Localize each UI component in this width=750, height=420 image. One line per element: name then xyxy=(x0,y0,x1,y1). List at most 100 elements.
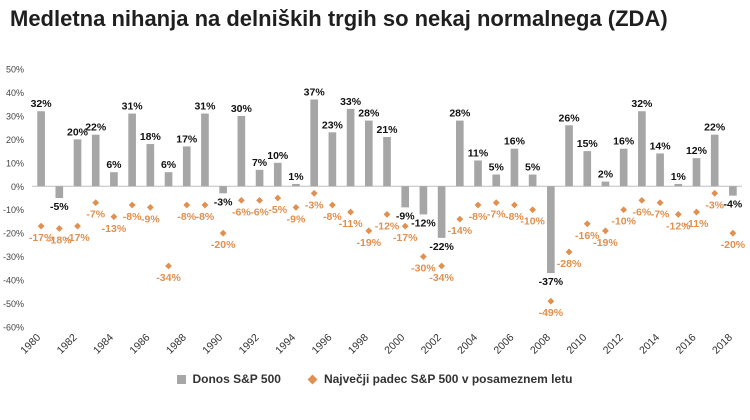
bar-1992 xyxy=(255,169,264,187)
point-label-1995: -3% xyxy=(305,199,324,211)
bar-label-2004: 11% xyxy=(468,147,489,159)
x-tick-label: 1980 xyxy=(18,332,43,357)
x-tick-label: 1986 xyxy=(127,332,152,357)
bar-1982 xyxy=(73,139,82,187)
point-label-2016: -11% xyxy=(685,218,710,230)
drawdown-point-2017 xyxy=(711,189,719,197)
y-tick-label: -40% xyxy=(3,276,24,286)
point-label-2012: -10% xyxy=(611,216,636,228)
bar-2001 xyxy=(419,186,428,215)
point-label-2009: -28% xyxy=(557,258,582,270)
drawdown-point-2006 xyxy=(511,201,518,209)
bar-label-1992: 7% xyxy=(252,157,268,169)
bar-label-2007: 5% xyxy=(525,162,541,174)
bar-label-2016: 12% xyxy=(686,145,708,157)
drawdown-point-2000 xyxy=(401,222,409,230)
bar-label-1980: 32% xyxy=(31,98,53,110)
x-tick-label: 1998 xyxy=(346,332,371,357)
bar-1987 xyxy=(164,172,173,187)
drawdown-point-1982 xyxy=(74,222,81,230)
drawdown-point-2004 xyxy=(474,201,482,209)
drawdown-point-2002 xyxy=(438,262,446,270)
legend-swatch-bar xyxy=(177,374,187,384)
bar-label-2001: -12% xyxy=(411,217,436,229)
bar-label-2013: 32% xyxy=(631,98,653,110)
bar-1996 xyxy=(328,132,337,187)
y-tick-label: 10% xyxy=(6,158,24,168)
bar-2005 xyxy=(492,174,501,187)
point-label-1982: -17% xyxy=(65,232,90,244)
y-tick-label: -60% xyxy=(3,323,24,333)
point-label-1992: -6% xyxy=(250,206,269,218)
point-label-2010: -16% xyxy=(575,230,600,242)
bar-2008 xyxy=(547,186,555,274)
y-tick-label: 30% xyxy=(6,111,24,121)
bar-label-1998: 28% xyxy=(358,108,380,120)
bar-label-1993: 10% xyxy=(267,150,289,162)
point-label-1994: -9% xyxy=(287,213,306,225)
bar-2017 xyxy=(710,134,719,187)
bar-label-2012: 16% xyxy=(613,136,635,148)
bar-1989 xyxy=(201,113,209,187)
bar-2016 xyxy=(692,158,701,187)
bar-label-1982: 20% xyxy=(67,126,89,138)
y-tick-label: -10% xyxy=(3,205,24,215)
bar-2006 xyxy=(510,148,519,187)
bar-1990 xyxy=(219,186,227,194)
chart-title: Medletna nihanja na delniških trgih so n… xyxy=(10,6,668,31)
y-tick-label: -20% xyxy=(3,229,24,239)
bar-label-2006: 16% xyxy=(504,136,526,148)
point-label-2015: -12% xyxy=(666,220,691,232)
y-tick-label: 50% xyxy=(6,65,24,75)
point-label-1999: -12% xyxy=(375,220,400,232)
drawdown-point-2015 xyxy=(674,211,682,218)
drawdown-point-1986 xyxy=(146,203,154,211)
point-label-2002: -34% xyxy=(429,272,454,284)
drawdown-point-2011 xyxy=(602,227,609,235)
point-label-1986: -9% xyxy=(141,213,160,225)
x-tick-label: 2006 xyxy=(492,332,517,357)
bar-label-2017: 22% xyxy=(704,122,726,134)
bar-2000 xyxy=(401,186,410,208)
bar-label-1984: 6% xyxy=(106,159,122,171)
drawdown-point-2003 xyxy=(456,215,464,223)
drawdown-point-1999 xyxy=(383,211,391,218)
y-tick-label: 0% xyxy=(11,182,24,192)
bar-1986 xyxy=(146,144,155,187)
bar-label-2000: -9% xyxy=(396,210,415,222)
drawdown-point-1993 xyxy=(274,194,282,202)
bar-label-2005: 5% xyxy=(489,162,505,174)
x-tick-label: 2010 xyxy=(564,332,589,357)
drawdown-point-1995 xyxy=(310,189,318,197)
legend-label-returns: Donos S&P 500 xyxy=(192,372,281,386)
bar-2002 xyxy=(437,186,446,238)
drawdown-point-2005 xyxy=(492,199,500,207)
bar-2014 xyxy=(656,153,664,187)
x-tick-label: 1988 xyxy=(164,332,189,357)
bar-2018 xyxy=(729,186,737,196)
bar-1985 xyxy=(128,113,136,187)
legend-item-drawdown: Največji padec S&P 500 v posameznem letu xyxy=(307,372,573,386)
drawdown-point-1990 xyxy=(219,229,227,237)
point-label-1987: -34% xyxy=(156,272,181,284)
bar-2015 xyxy=(674,183,683,187)
x-tick-label: 1996 xyxy=(310,332,335,357)
drawdown-point-1984 xyxy=(110,213,118,221)
point-label-1983: -7% xyxy=(86,209,105,221)
bar-label-1983: 22% xyxy=(85,122,107,134)
bar-1999 xyxy=(383,137,391,187)
point-label-2006: -8% xyxy=(505,211,524,223)
point-label-1991: -6% xyxy=(232,206,251,218)
drawdown-point-2013 xyxy=(638,196,646,204)
bar-label-1988: 17% xyxy=(176,133,198,145)
point-label-1989: -8% xyxy=(196,211,215,223)
bar-label-1987: 6% xyxy=(161,159,177,171)
chart-legend: Donos S&P 500 Največji padec S&P 500 v p… xyxy=(0,372,750,386)
x-tick-label: 2008 xyxy=(528,332,553,357)
bar-label-1991: 30% xyxy=(231,103,253,115)
y-tick-label: 20% xyxy=(6,135,24,145)
bar-1980 xyxy=(37,111,45,187)
bar-1997 xyxy=(346,108,355,187)
bar-2003 xyxy=(455,120,464,187)
